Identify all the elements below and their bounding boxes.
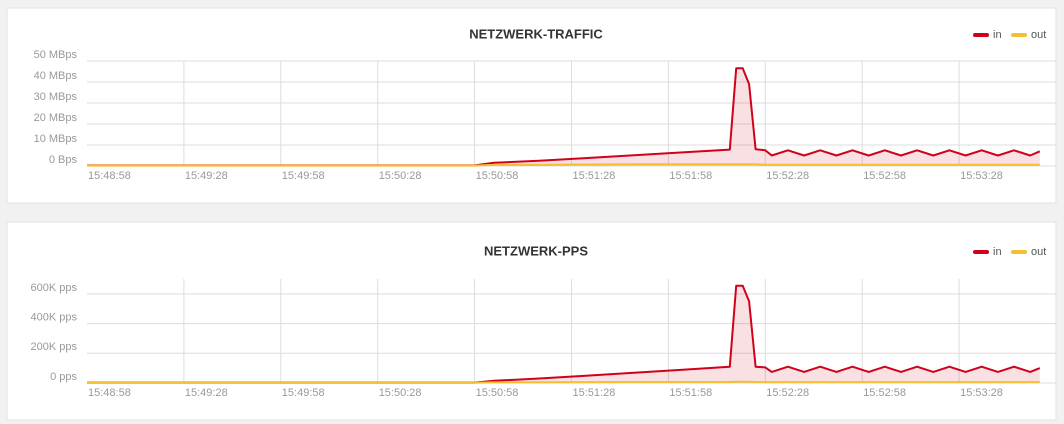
x-tick-label: 15:53:28 <box>960 387 1003 399</box>
x-tick-label: 15:50:28 <box>379 387 422 399</box>
legend-label: in <box>993 29 1002 41</box>
x-tick-label: 15:49:58 <box>282 170 325 182</box>
x-tick-label: 15:53:28 <box>960 170 1003 182</box>
series-line <box>87 163 1040 167</box>
x-tick-label: 15:51:58 <box>669 170 712 182</box>
y-tick-label: 40 MBps <box>34 70 78 82</box>
chart-title: NETZWERK-TRAFFIC <box>469 26 603 41</box>
area <box>87 285 1040 383</box>
y-tick-label: 0 pps <box>50 371 77 383</box>
x-tick-label: 15:52:28 <box>766 170 809 182</box>
y-tick-label: 400K pps <box>31 311 78 323</box>
legend-label: in <box>993 246 1002 258</box>
x-tick-label: 15:51:28 <box>573 387 616 399</box>
x-tick-label: 15:51:58 <box>669 387 712 399</box>
y-tick-label: 200K pps <box>31 341 78 353</box>
card <box>6 221 1057 421</box>
series-line <box>87 67 1041 167</box>
x-tick-label: 15:48:58 <box>88 387 131 399</box>
x-tick-label: 15:49:58 <box>282 387 325 399</box>
series-line <box>87 284 1041 384</box>
y-tick-label: 50 MBps <box>34 49 78 61</box>
card <box>6 7 1057 204</box>
x-tick-label: 15:48:58 <box>88 170 131 182</box>
legend-label: out <box>1031 246 1046 258</box>
y-tick-label: 20 MBps <box>34 112 78 124</box>
x-tick-label: 15:52:28 <box>766 387 809 399</box>
x-tick-label: 15:49:28 <box>185 170 228 182</box>
x-tick-label: 15:51:28 <box>573 170 616 182</box>
legend-label: out <box>1031 29 1046 41</box>
area <box>87 68 1040 166</box>
chart-title: NETZWERK-PPS <box>484 243 588 258</box>
x-tick-label: 15:50:58 <box>476 170 519 182</box>
x-tick-label: 15:49:28 <box>185 387 228 399</box>
x-tick-label: 15:50:28 <box>379 170 422 182</box>
x-tick-label: 15:52:58 <box>863 387 906 399</box>
y-tick-label: 600K pps <box>31 282 78 294</box>
y-tick-label: 10 MBps <box>34 133 78 145</box>
x-tick-label: 15:50:58 <box>476 387 519 399</box>
y-tick-label: 30 MBps <box>34 91 78 103</box>
y-tick-label: 0 Bps <box>49 154 78 166</box>
series-line <box>87 380 1040 384</box>
x-tick-label: 15:52:58 <box>863 170 906 182</box>
